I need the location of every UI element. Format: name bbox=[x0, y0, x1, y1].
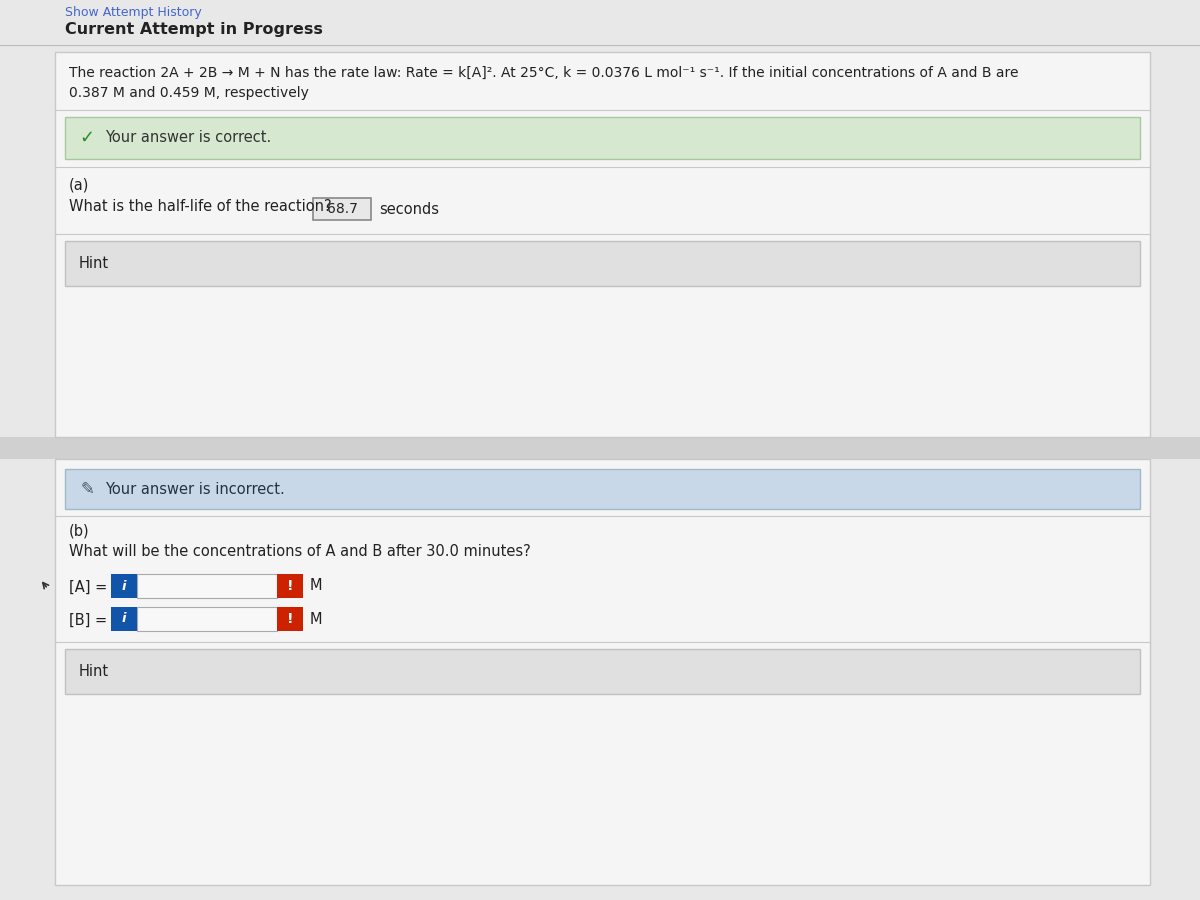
Text: i: i bbox=[121, 613, 126, 626]
Text: (a): (a) bbox=[70, 177, 89, 192]
Text: (b): (b) bbox=[70, 524, 90, 539]
Text: Hint: Hint bbox=[79, 256, 109, 271]
Text: Your answer is correct.: Your answer is correct. bbox=[106, 130, 271, 146]
Text: !: ! bbox=[287, 612, 293, 626]
Bar bbox=[65, 117, 1140, 159]
Bar bbox=[137, 607, 277, 631]
Text: M: M bbox=[310, 579, 323, 593]
Text: 68.7: 68.7 bbox=[326, 202, 358, 216]
Bar bbox=[112, 574, 137, 598]
Bar bbox=[277, 607, 302, 631]
Text: Current Attempt in Progress: Current Attempt in Progress bbox=[65, 22, 323, 37]
Text: !: ! bbox=[287, 579, 293, 593]
Text: Show Attempt History: Show Attempt History bbox=[65, 6, 202, 19]
Bar bbox=[65, 469, 1140, 509]
Bar bbox=[277, 574, 302, 598]
Bar bbox=[55, 52, 1150, 437]
Bar bbox=[137, 574, 277, 598]
Text: Hint: Hint bbox=[79, 664, 109, 679]
Text: ✎: ✎ bbox=[80, 480, 94, 498]
Text: The reaction 2A + 2B → M + N has the rate law: Rate = k[A]². At 25°C, k = 0.0376: The reaction 2A + 2B → M + N has the rat… bbox=[70, 66, 1019, 80]
Bar bbox=[65, 649, 1140, 694]
Text: M: M bbox=[310, 611, 323, 626]
Text: i: i bbox=[121, 580, 126, 592]
Text: [A] =: [A] = bbox=[70, 580, 107, 595]
Text: ✓: ✓ bbox=[79, 129, 95, 147]
Text: [B] =: [B] = bbox=[70, 613, 107, 627]
Bar bbox=[0, 437, 1200, 459]
Text: 0.387 M and 0.459 M, respectively: 0.387 M and 0.459 M, respectively bbox=[70, 86, 308, 100]
Bar bbox=[112, 607, 137, 631]
Text: What will be the concentrations of A and B after 30.0 minutes?: What will be the concentrations of A and… bbox=[70, 544, 530, 559]
Bar bbox=[313, 198, 371, 220]
Text: seconds: seconds bbox=[379, 202, 439, 217]
Bar bbox=[55, 459, 1150, 885]
Text: Your answer is incorrect.: Your answer is incorrect. bbox=[106, 482, 284, 497]
Bar bbox=[65, 241, 1140, 286]
Text: What is the half-life of the reaction?: What is the half-life of the reaction? bbox=[70, 199, 331, 214]
